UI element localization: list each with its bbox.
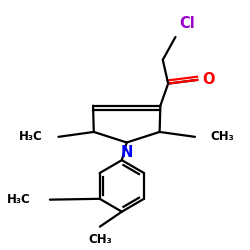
Text: H₃C: H₃C [7, 193, 30, 206]
Text: CH₃: CH₃ [211, 130, 234, 143]
Text: Cl: Cl [179, 16, 195, 31]
Text: N: N [120, 145, 133, 160]
Text: O: O [202, 72, 214, 88]
Text: CH₃: CH₃ [88, 232, 112, 245]
Text: H₃C: H₃C [19, 130, 42, 143]
